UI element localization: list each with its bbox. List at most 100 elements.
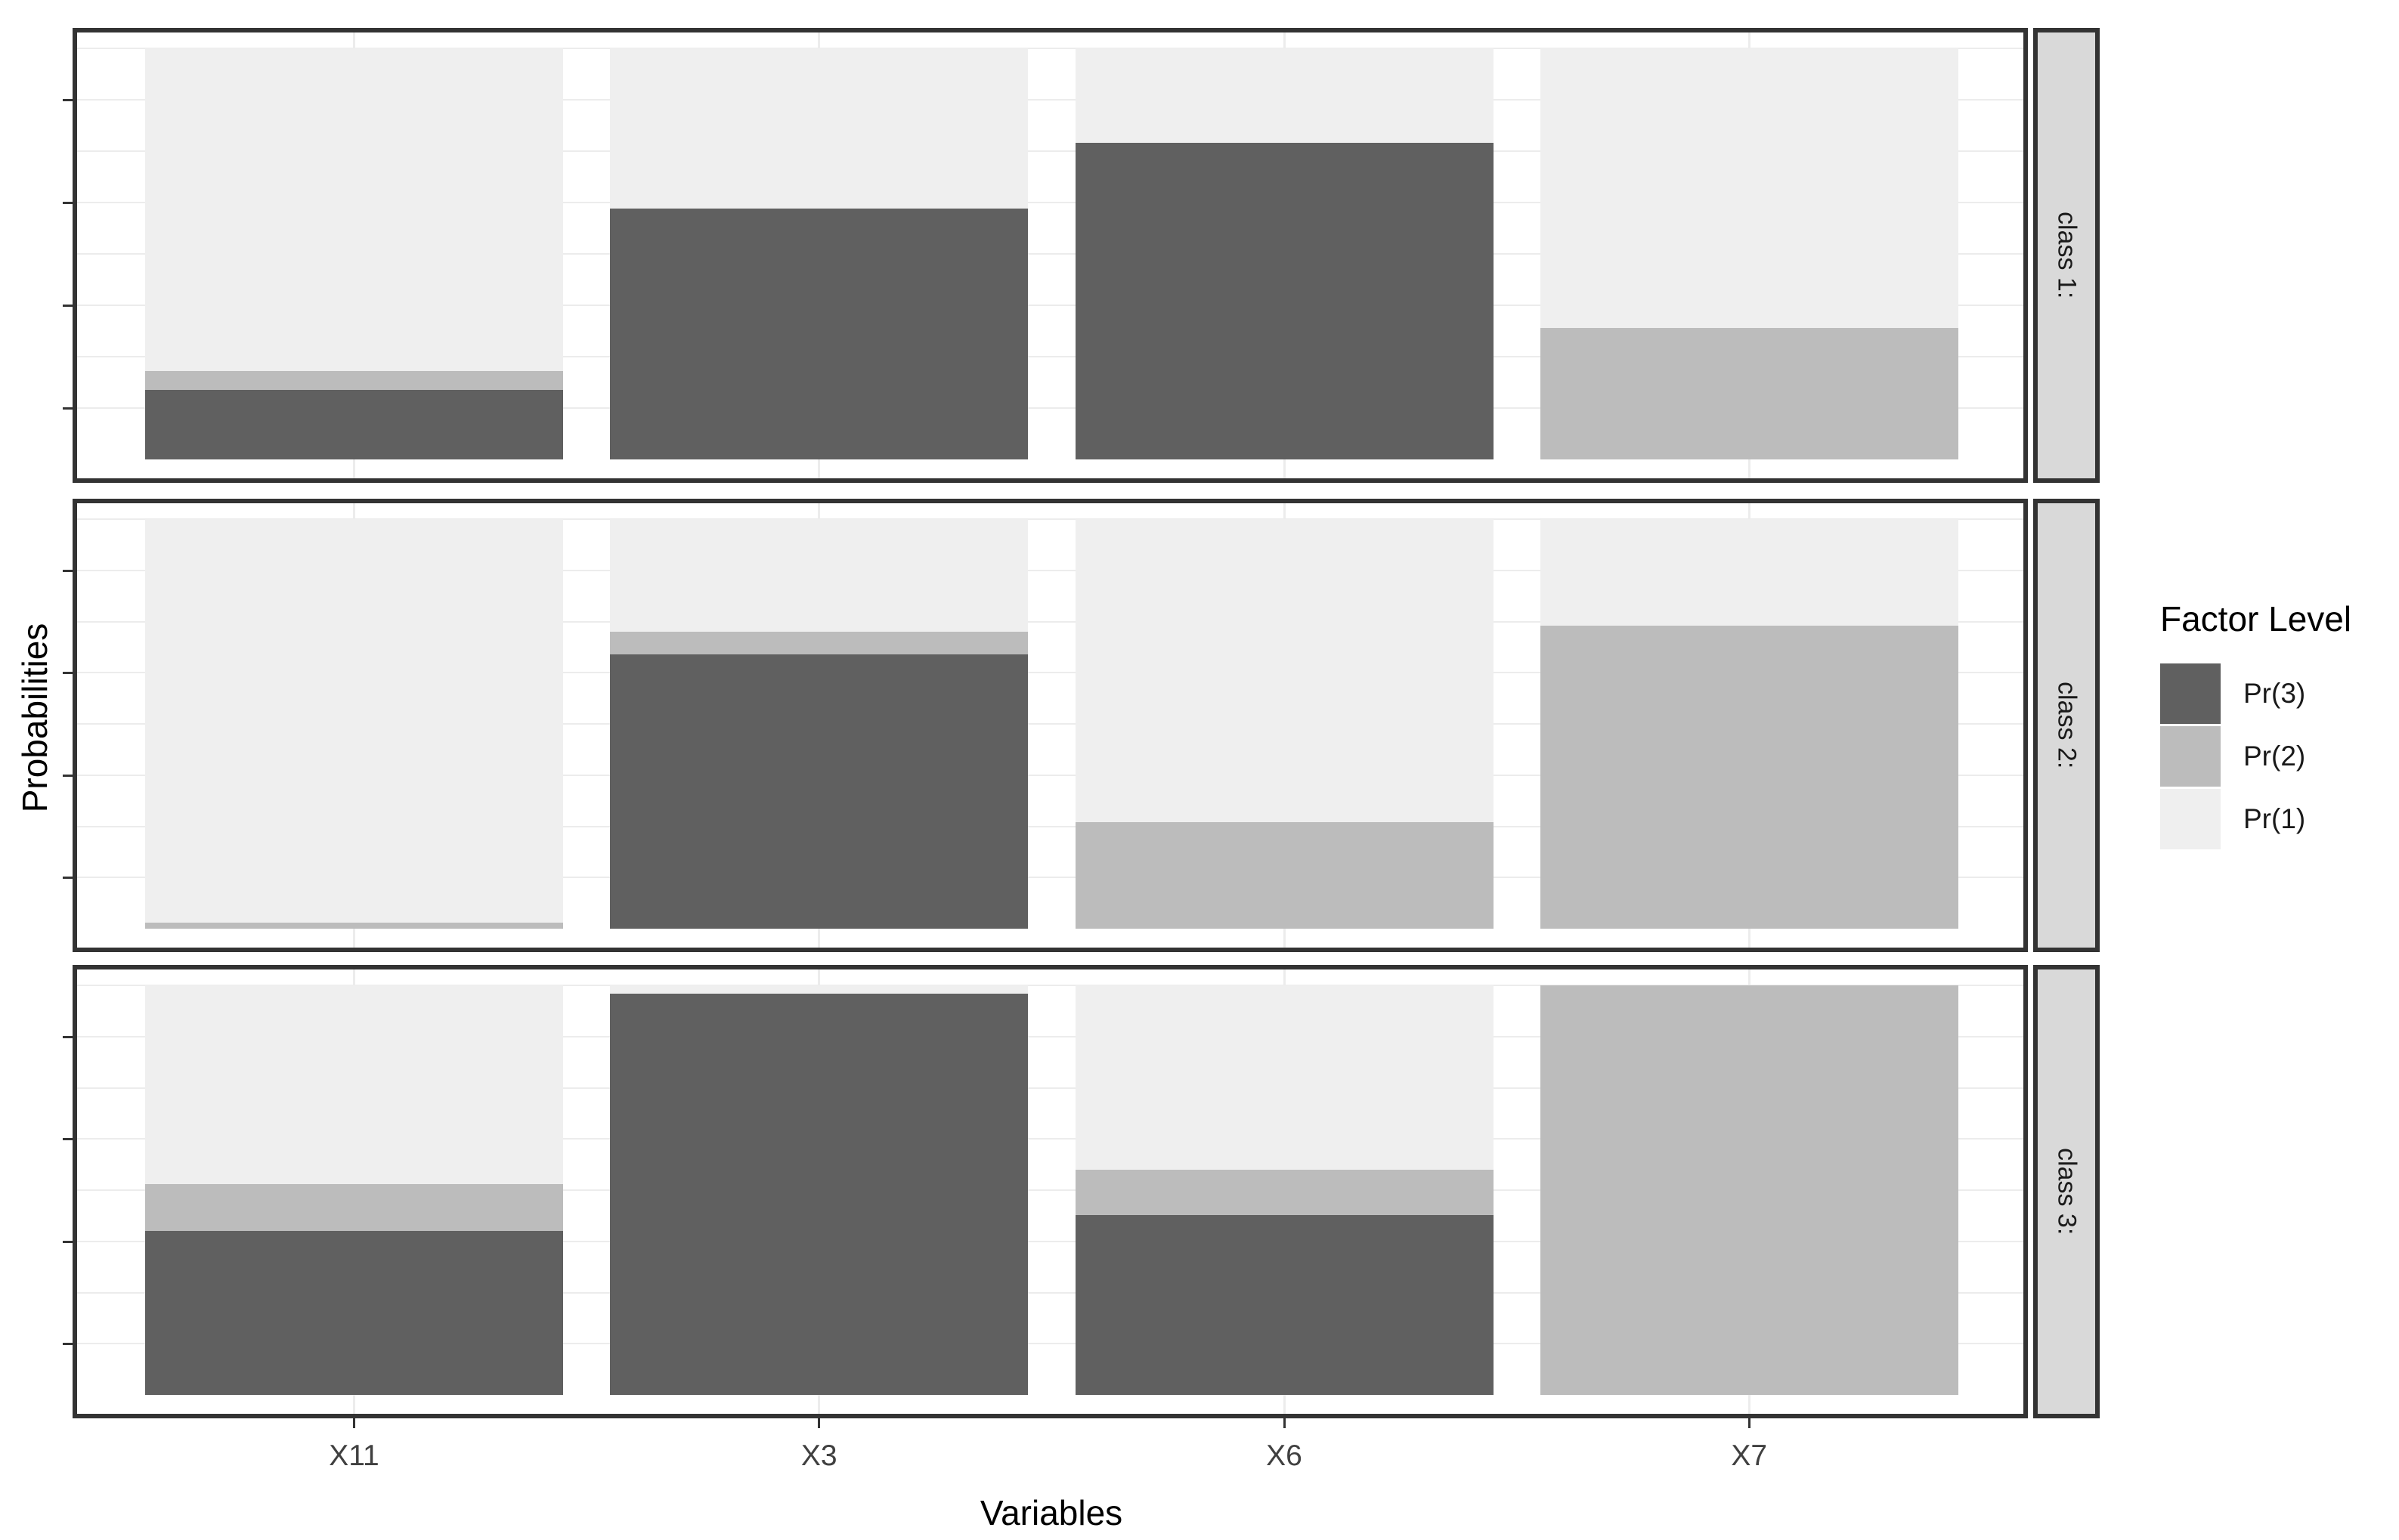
bar-segment-pr3 bbox=[145, 389, 563, 459]
y-axis-tick bbox=[63, 99, 73, 101]
facet-strip-1: class 1: bbox=[2033, 28, 2100, 483]
facet-panel-plot-area bbox=[77, 32, 2023, 478]
bar-segment-pr3 bbox=[610, 209, 1029, 459]
x-axis-label-x11: X11 bbox=[329, 1439, 379, 1472]
bar-segment-pr2 bbox=[1540, 625, 1958, 929]
gridline-horizontal bbox=[77, 253, 2023, 255]
y-axis-tick bbox=[63, 672, 73, 675]
bar-segment-pr2 bbox=[1540, 985, 1958, 1395]
facet-strip-2: class 2: bbox=[2033, 499, 2100, 952]
bar-segment-pr2 bbox=[1075, 1169, 1494, 1215]
bar-segment-pr3 bbox=[610, 654, 1029, 929]
bar-segment-pr1 bbox=[610, 985, 1029, 994]
x-axis-label-x7: X7 bbox=[1731, 1439, 1768, 1472]
x-axis-tick bbox=[1283, 1418, 1286, 1428]
facet-panel-3 bbox=[73, 965, 2028, 1418]
y-axis-tick bbox=[63, 774, 73, 777]
bar-segment-pr2 bbox=[145, 371, 563, 390]
gridline-horizontal bbox=[77, 1138, 2023, 1140]
gridline-horizontal bbox=[77, 1189, 2023, 1191]
bar-segment-pr1 bbox=[145, 519, 563, 923]
x-axis-tick bbox=[818, 1418, 821, 1428]
bar-x6-class2 bbox=[1075, 519, 1494, 929]
bar-segment-pr1 bbox=[145, 985, 563, 1184]
bar-x3-class2 bbox=[610, 519, 1029, 929]
facet-panel-plot-area bbox=[77, 969, 2023, 1414]
bar-segment-pr2 bbox=[145, 922, 563, 929]
bar-x3-class1 bbox=[610, 48, 1029, 459]
gridline-horizontal bbox=[77, 1291, 2023, 1294]
gridline-horizontal bbox=[77, 99, 2023, 101]
bar-x6-class1 bbox=[1075, 48, 1494, 459]
bar-segment-pr2 bbox=[610, 632, 1029, 654]
facet-panel-plot-area bbox=[77, 503, 2023, 948]
legend-label-pr2: Pr(2) bbox=[2243, 741, 2306, 772]
gridline-horizontal bbox=[77, 202, 2023, 203]
y-axis-tick bbox=[63, 1138, 73, 1141]
bar-segment-pr1 bbox=[1075, 48, 1494, 144]
gridline-horizontal bbox=[77, 48, 2023, 49]
bar-segment-pr2 bbox=[1540, 327, 1958, 459]
gridline-horizontal bbox=[77, 877, 2023, 879]
legend-swatch-pr3-icon bbox=[2160, 663, 2221, 724]
gridline-horizontal bbox=[77, 150, 2023, 152]
bar-segment-pr3 bbox=[145, 1231, 563, 1395]
x-axis-label-x3: X3 bbox=[800, 1439, 837, 1472]
gridline-horizontal bbox=[77, 407, 2023, 409]
legend-label-pr3: Pr(3) bbox=[2243, 678, 2306, 709]
facet-panel-2 bbox=[73, 499, 2028, 952]
legend-swatch-pr1-icon bbox=[2160, 789, 2221, 849]
bar-segment-pr1 bbox=[145, 48, 563, 372]
gridline-horizontal bbox=[77, 723, 2023, 725]
facet-panel-1 bbox=[73, 28, 2028, 483]
y-axis-tick bbox=[63, 202, 73, 204]
facet-strip-label: class 1: bbox=[2052, 212, 2082, 299]
y-axis-tick bbox=[63, 569, 73, 572]
bar-segment-pr1 bbox=[1540, 48, 1958, 328]
legend-swatch-pr2-icon bbox=[2160, 726, 2221, 787]
gridline-horizontal bbox=[77, 569, 2023, 571]
bar-x11-class2 bbox=[145, 519, 563, 929]
gridline-horizontal bbox=[77, 356, 2023, 357]
legend-label-pr1: Pr(1) bbox=[2243, 803, 2306, 834]
x-axis-tick bbox=[353, 1418, 355, 1428]
bar-segment-pr3 bbox=[610, 993, 1029, 1395]
bar-x6-class3 bbox=[1075, 985, 1494, 1395]
gridline-horizontal bbox=[77, 620, 2023, 623]
gridline-horizontal bbox=[77, 305, 2023, 306]
legend-entry-pr1: Pr(1) bbox=[2160, 789, 2351, 849]
facet-strip-3: class 3: bbox=[2033, 965, 2100, 1418]
x-axis-label-x6: X6 bbox=[1266, 1439, 1302, 1472]
bar-segment-pr1 bbox=[1540, 519, 1958, 626]
gridline-horizontal bbox=[77, 825, 2023, 827]
bar-segment-pr1 bbox=[610, 519, 1029, 632]
y-axis-tick bbox=[63, 305, 73, 307]
legend: Factor Level Pr(3) Pr(2) Pr(1) bbox=[2160, 598, 2351, 852]
y-axis-title: Probabilities bbox=[15, 623, 54, 813]
bar-segment-pr1 bbox=[610, 48, 1029, 209]
bar-segment-pr1 bbox=[1075, 519, 1494, 823]
bar-x7-class1 bbox=[1540, 48, 1958, 459]
bar-segment-pr3 bbox=[1075, 1214, 1494, 1395]
gridline-horizontal bbox=[77, 1087, 2023, 1089]
bar-x7-class2 bbox=[1540, 519, 1958, 929]
gridline-horizontal bbox=[77, 518, 2023, 520]
gridline-horizontal bbox=[77, 1035, 2023, 1037]
facet-strip-label: class 3: bbox=[2052, 1148, 2082, 1235]
bar-x11-class3 bbox=[145, 985, 563, 1395]
gridline-horizontal bbox=[77, 672, 2023, 674]
bar-segment-pr1 bbox=[1075, 985, 1494, 1170]
bar-x7-class3 bbox=[1540, 985, 1958, 1395]
legend-entry-pr2: Pr(2) bbox=[2160, 726, 2351, 787]
bar-segment-pr2 bbox=[145, 1183, 563, 1232]
bar-segment-pr2 bbox=[1075, 822, 1494, 929]
legend-title: Factor Level bbox=[2160, 599, 2352, 639]
x-axis-title: Variables bbox=[980, 1493, 1123, 1532]
y-axis-tick bbox=[63, 1343, 73, 1346]
facet-strip-label: class 2: bbox=[2052, 682, 2082, 769]
y-axis-tick bbox=[63, 1240, 73, 1243]
bar-x3-class3 bbox=[610, 985, 1029, 1395]
gridline-horizontal bbox=[77, 774, 2023, 776]
gridline-horizontal bbox=[77, 1240, 2023, 1242]
